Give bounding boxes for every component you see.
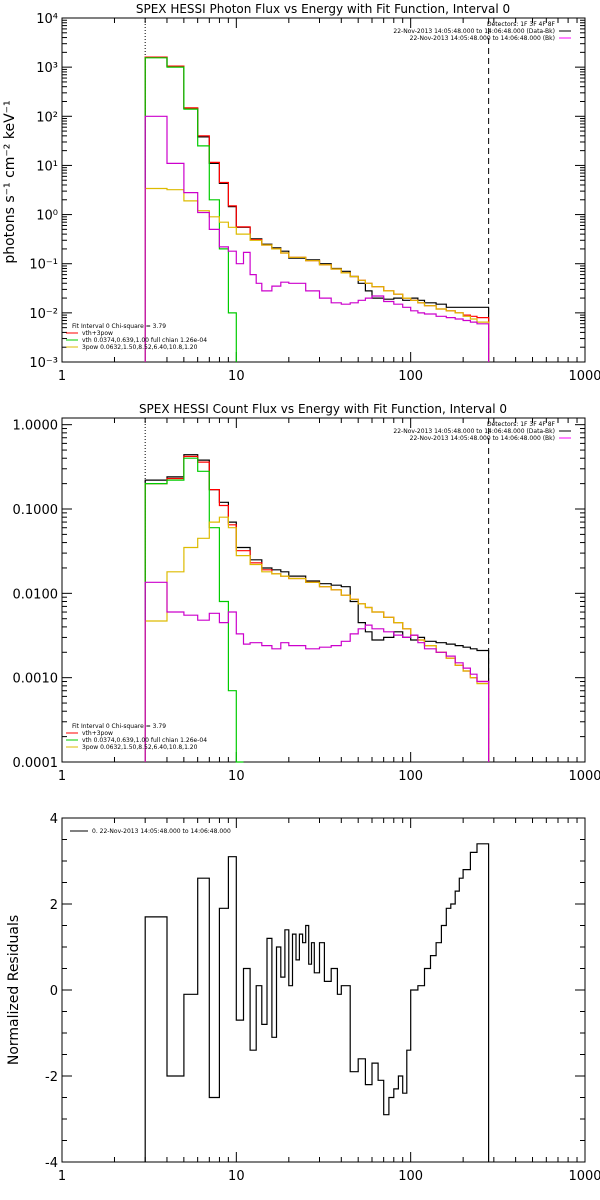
- series-vth: [144, 57, 237, 362]
- fit-note: 3pow 0.0632,1.50,8.52,6.40,10.8,1.20: [82, 344, 198, 351]
- fit-note: Fit Interval 0 Chi-square = 3.79: [72, 723, 166, 730]
- axes-frame: [61, 417, 586, 763]
- header-note: Detectors: 1F 3F 4F 8F: [487, 21, 556, 28]
- axes-frame: [61, 17, 586, 363]
- series-background: [144, 115, 490, 362]
- residuals-ylabel: Normalized Residuals: [6, 915, 22, 1065]
- y-tick-label: -4: [45, 1156, 58, 1171]
- x-tick-label: 100: [398, 1169, 423, 1184]
- y-tick-label: 0.0001: [13, 756, 59, 771]
- y-tick-label: 10⁻³: [29, 356, 58, 371]
- series-data: [144, 454, 490, 762]
- y-tick-label: 0: [50, 984, 58, 999]
- header-note: 22-Nov-2013 14:05:48.000 to 14:06:48.000…: [393, 28, 555, 35]
- y-tick-label: 4: [50, 812, 58, 827]
- y-tick-label: 10²: [36, 110, 58, 125]
- y-tick-label: 10⁴: [36, 12, 58, 27]
- header-note: 22-Nov-2013 14:05:48.000 to 14:06:48.000…: [410, 435, 555, 442]
- photon-flux-title: SPEX HESSI Photon Flux vs Energy with Fi…: [136, 2, 510, 16]
- y-tick-label: 10¹: [36, 159, 58, 174]
- fit-note: vth+3pow: [82, 730, 113, 737]
- series-3pow: [144, 516, 490, 762]
- fit-note: 3pow 0.0632,1.50,8.52,6.40,10.8,1.20: [82, 744, 198, 751]
- series-residuals: [144, 843, 490, 1162]
- axes-frame: [61, 817, 586, 1163]
- series-vth-3pow: [144, 455, 490, 762]
- legend-label: 0. 22-Nov-2013 14:05:48.000 to 14:06:48.…: [92, 828, 231, 835]
- y-tick-label: 0.0100: [13, 587, 59, 602]
- x-tick-label: 100: [398, 369, 423, 384]
- y-tick-label: -2: [45, 1070, 58, 1085]
- count-flux-title: SPEX HESSI Count Flux vs Energy with Fit…: [139, 402, 507, 416]
- y-tick-label: 10³: [36, 61, 58, 76]
- photon-flux-panel: SPEX HESSI Photon Flux vs Energy with Fi…: [2, 2, 600, 384]
- y-tick-label: 10⁻²: [29, 307, 58, 322]
- x-tick-label: 1000: [568, 769, 600, 784]
- x-tick-label: 10: [228, 769, 245, 784]
- y-tick-label: 10⁰: [36, 209, 58, 224]
- y-tick-label: 2: [50, 898, 58, 913]
- header-note: 22-Nov-2013 14:05:48.000 to 14:06:48.000…: [410, 35, 555, 42]
- fit-note: vth 0.0374,0.639,1.00 full chian 1.26e-0…: [82, 337, 207, 344]
- x-tick-label: 1000: [568, 1169, 600, 1184]
- series-3pow: [144, 187, 490, 362]
- y-tick-label: 10⁻¹: [29, 258, 58, 273]
- y-tick-label: 0.1000: [13, 503, 59, 518]
- y-tick-label: 1.0000: [13, 419, 59, 434]
- x-tick-label: 10: [228, 369, 245, 384]
- x-tick-label: 1: [58, 1169, 66, 1184]
- x-tick-label: 100: [398, 769, 423, 784]
- header-note: Detectors: 1F 3F 4F 8F: [487, 421, 556, 428]
- photon-flux-ylabel: photons s⁻¹ cm⁻² keV⁻¹: [2, 100, 18, 263]
- y-tick-label: 0.0010: [13, 672, 59, 687]
- count-flux-panel: SPEX HESSI Count Flux vs Energy with Fit…: [13, 402, 600, 784]
- x-tick-label: 1: [58, 769, 66, 784]
- series-background: [144, 581, 490, 762]
- x-tick-label: 1: [58, 369, 66, 384]
- header-note: 22-Nov-2013 14:05:48.000 to 14:06:48.000…: [393, 428, 555, 435]
- residuals-panel: Normalized Residuals 1 10 100 1000 -4 -2 0 2 4 0.…: [6, 812, 600, 1184]
- x-tick-label: 1000: [568, 369, 600, 384]
- fit-note: vth+3pow: [82, 330, 113, 337]
- fit-note: Fit Interval 0 Chi-square = 3.79: [72, 323, 166, 330]
- fit-note: vth 0.0374,0.639,1.00 full chian 1.26e-0…: [82, 737, 207, 744]
- x-tick-label: 10: [228, 1169, 245, 1184]
- series-vth: [144, 457, 244, 763]
